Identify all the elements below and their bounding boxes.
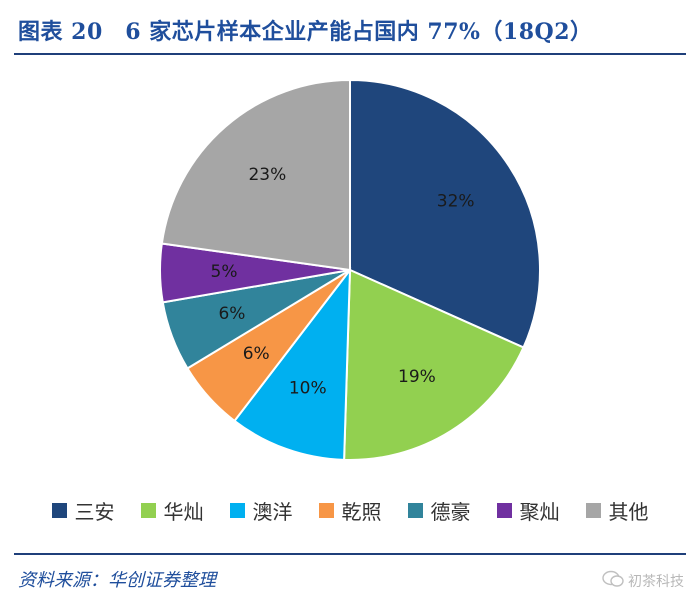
pie-slice-其他 [160,78,351,272]
legend-label: 聚灿 [519,500,560,524]
source-divider [14,553,686,555]
watermark: 初茶科技 [602,570,684,592]
data-label-三安: 32% [437,191,475,211]
legend-swatch [140,503,156,518]
legend-item-聚灿: 聚灿 [496,496,560,525]
legend-label: 澳洋 [252,500,293,524]
pie-slice-澳洋 [233,266,352,461]
legend-swatch [585,503,601,518]
legend-item-其他: 其他 [585,496,649,525]
pie-chart: 32% 19% 10% 6% 6% 5% 23% [159,78,541,461]
legend-swatch [229,503,245,518]
source-note: 资料来源：华创证券整理 [18,570,216,591]
legend-label: 德豪 [430,500,471,524]
chart-legend: 三安 华灿 澳洋 乾照 德豪 聚灿 其他 [0,496,700,525]
chart-title: 图表 20 6 家芯片样本企业产能占国内 77%（18Q2） [18,19,593,45]
legend-item-华灿: 华灿 [140,496,204,525]
data-label-德豪: 6% [218,304,245,324]
legend-label: 乾照 [341,500,382,524]
pie-slice-三安 [349,78,541,349]
legend-label: 其他 [608,500,649,524]
pie-labels: 32% 19% 10% 6% 6% 5% 23% [211,165,475,399]
legend-item-德豪: 德豪 [407,496,471,525]
legend-item-三安: 三安 [51,496,115,525]
legend-swatch [496,503,512,518]
wechat-icon [602,570,624,592]
data-label-澳洋: 10% [289,379,327,399]
title-divider [14,53,686,55]
pie-slice-华灿 [343,268,525,461]
data-label-乾照: 6% [243,344,270,364]
legend-swatch [407,503,423,518]
legend-label: 三安 [74,500,115,524]
legend-swatch [318,503,334,518]
legend-swatch [51,503,67,518]
watermark-text: 初茶科技 [628,574,684,590]
data-label-其他: 23% [248,165,286,185]
legend-label: 华灿 [163,500,204,524]
legend-item-乾照: 乾照 [318,496,382,525]
data-label-华灿: 19% [398,367,436,387]
data-label-聚灿: 5% [211,262,238,282]
pie-slices [159,78,541,461]
legend-item-澳洋: 澳洋 [229,496,293,525]
